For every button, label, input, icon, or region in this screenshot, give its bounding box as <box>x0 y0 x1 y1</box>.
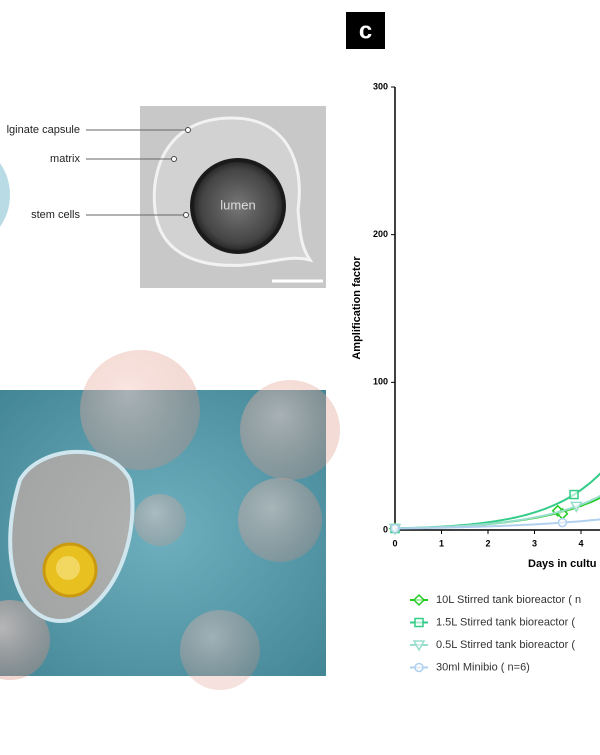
diagram-label: lginate capsule <box>7 124 80 136</box>
bubble <box>238 478 322 562</box>
bubble <box>134 494 186 546</box>
x-tick-label: 4 <box>578 538 583 548</box>
x-axis-label: Days in cultu <box>528 558 596 570</box>
legend-label: 1.5L Stirred tank bioreactor ( <box>436 616 575 628</box>
fit-curve <box>395 494 600 530</box>
marker <box>414 662 424 673</box>
diagram-label: stem cells <box>31 209 80 221</box>
y-tick-label: 0 <box>383 524 388 534</box>
lumen-label: lumen <box>220 197 255 212</box>
legend-label: 30ml Minibio ( n=6) <box>436 661 530 673</box>
marker <box>557 517 568 528</box>
y-tick-label: 300 <box>373 81 388 91</box>
diagram-label: matrix <box>50 153 80 165</box>
leader-dot <box>183 212 189 218</box>
panel-label-box <box>346 12 385 49</box>
leader-dot <box>185 127 191 133</box>
bubble <box>240 380 340 480</box>
y-tick-label: 200 <box>373 229 388 239</box>
y-axis-label: Amplification factor <box>351 256 363 360</box>
marker <box>570 501 583 513</box>
y-tick-label: 100 <box>373 377 388 387</box>
fit-curve <box>395 472 600 530</box>
bubble <box>180 610 260 690</box>
bubble <box>80 350 200 470</box>
panel-label: c <box>359 17 372 44</box>
capsule-illustration <box>0 163 10 227</box>
capsule-3d <box>8 449 135 623</box>
x-tick-label: 0 <box>392 538 397 548</box>
marker <box>412 593 426 607</box>
legend-label: 0.5L Stirred tank bioreactor ( <box>436 639 575 651</box>
bubble <box>0 600 50 680</box>
lumen-3d <box>56 556 80 580</box>
stem-cell-layer <box>190 158 286 254</box>
legend-label: 10L Stirred tank bioreactor ( n <box>436 594 581 606</box>
x-tick-label: 3 <box>532 538 537 548</box>
x-tick-label: 2 <box>485 538 490 548</box>
fit-curve <box>395 518 600 530</box>
x-tick-label: 1 <box>439 538 444 548</box>
marker <box>390 523 400 534</box>
leader-dot <box>171 156 177 162</box>
marker <box>569 489 579 500</box>
marker <box>412 640 426 652</box>
marker <box>414 617 424 628</box>
